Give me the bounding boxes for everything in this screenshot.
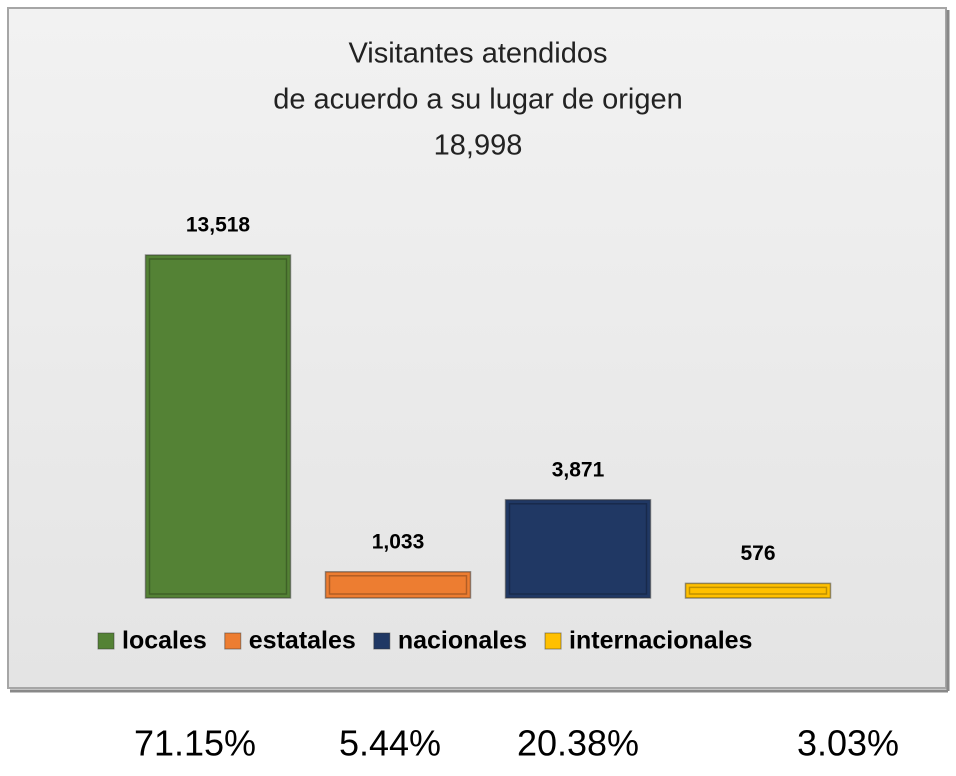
chart-title: 18,998 [434, 130, 523, 162]
legend-swatch [373, 632, 391, 650]
legend-swatch [97, 632, 115, 650]
bar-bevel [508, 503, 648, 595]
bar-bevel [148, 258, 288, 595]
chart-title: de acuerdo a su lugar de origen [273, 84, 683, 116]
legend-swatch [224, 632, 242, 650]
bar [144, 254, 292, 599]
legend-swatch [544, 632, 562, 650]
percent-label: 71.15% [134, 723, 256, 764]
data-label: 3,871 [552, 458, 605, 481]
bar [324, 571, 472, 599]
legend-label: locales [122, 627, 207, 655]
bar-bevel [328, 575, 468, 595]
legend-label: internacionales [569, 627, 752, 655]
data-label: 576 [740, 542, 775, 565]
percent-label: 20.38% [517, 723, 639, 764]
percent-label: 3.03% [797, 723, 899, 764]
bar-bevel [688, 586, 828, 595]
bar [504, 499, 652, 599]
data-label: 13,518 [186, 214, 251, 237]
percent-label: 5.44% [339, 723, 441, 764]
chart-title: Visitantes atendidos [348, 38, 607, 70]
bar [684, 582, 832, 599]
legend-label: estatales [249, 627, 356, 655]
data-label: 1,033 [372, 530, 425, 553]
legend-label: nacionales [398, 627, 527, 655]
